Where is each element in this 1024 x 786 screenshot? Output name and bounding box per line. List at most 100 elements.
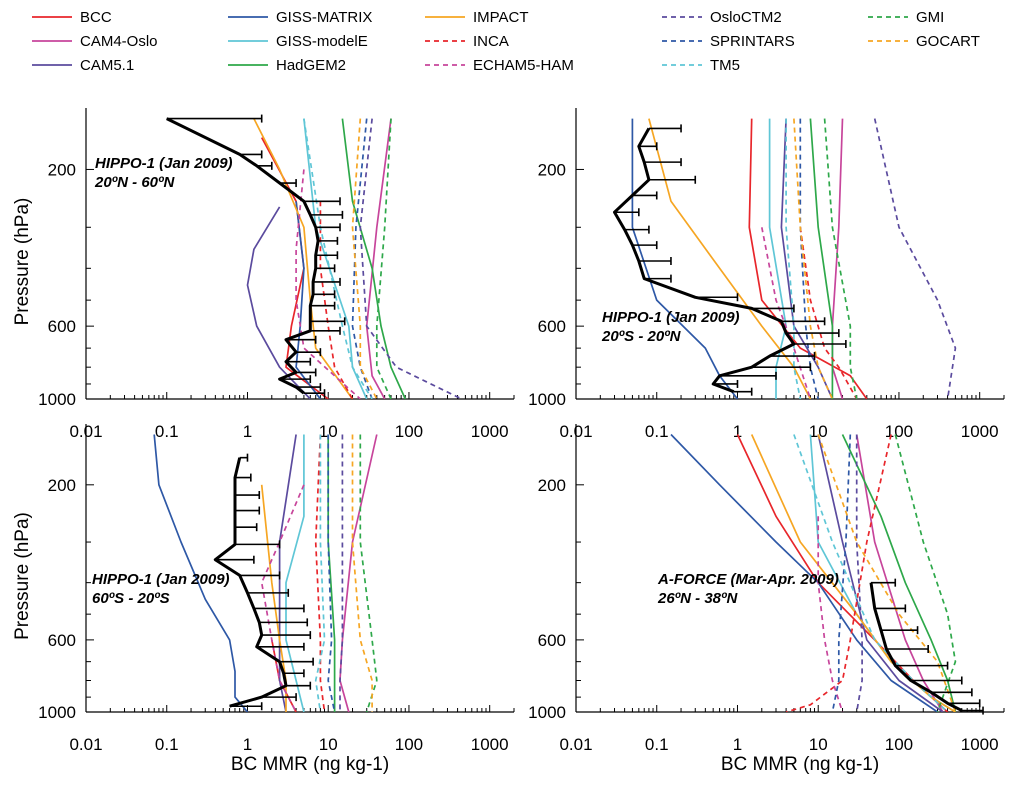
y-tick-label: 200 — [538, 160, 566, 179]
series-line-sprintars — [351, 118, 373, 399]
x-tick-label: 1 — [243, 422, 252, 441]
x-tick-label: 0.1 — [645, 422, 669, 441]
legend-label-inca: INCA — [473, 33, 509, 50]
y-tick-label: 600 — [538, 317, 566, 336]
x-tick-label: 0.01 — [69, 735, 102, 754]
legend-label-gocart: GOCART — [916, 33, 980, 50]
panel-label-campaign: A-FORCE (Mar-Apr. 2009) — [657, 571, 839, 588]
series-line-tm5 — [303, 118, 373, 399]
series-line-sprintars — [327, 434, 336, 712]
x-tick-label: 100 — [395, 735, 423, 754]
legend-label-giss-matrix: GISS-MATRIX — [276, 9, 372, 26]
series-line-gocart — [351, 118, 378, 399]
y-tick-label: 200 — [538, 476, 566, 495]
y-axis-title: Pressure (hPa) — [12, 198, 33, 326]
obs-profile-line — [213, 457, 288, 708]
y-axis-title: Pressure (hPa) — [12, 512, 33, 640]
x-tick-label: 1000 — [961, 422, 999, 441]
panel-label-campaign: HIPPO-1 (Jan 2009) — [602, 309, 740, 326]
observation-series — [166, 114, 346, 398]
x-tick-label: 10 — [809, 422, 828, 441]
series-line-inca — [785, 434, 892, 712]
obs-profile-line — [869, 582, 963, 712]
y-tick-label: 1000 — [528, 703, 566, 722]
y-tick-label: 600 — [48, 631, 76, 650]
x-tick-label: 100 — [885, 735, 913, 754]
series-line-gmi — [894, 434, 957, 712]
series-line-cam4-oslo — [339, 434, 378, 712]
series-line-osloctm2 — [359, 118, 463, 399]
y-tick-label: 200 — [48, 476, 76, 495]
series-line-cam4-oslo — [365, 118, 392, 399]
x-tick-label: 1 — [733, 422, 742, 441]
series-line-gocart — [351, 434, 373, 712]
legend-label-gmi: GMI — [916, 9, 944, 26]
panel-4: 0.01 0.1 1 10 100 1000 200 600 1000 BC MMR (ng kg… — [528, 424, 1005, 775]
panel-label-campaign: HIPPO-1 (Jan 2009) — [95, 155, 233, 172]
legend-label-cam4-oslo: CAM4-Oslo — [80, 33, 158, 50]
x-tick-label: 1000 — [961, 735, 999, 754]
series-line-impact — [253, 118, 354, 399]
obs-profile-line — [613, 127, 796, 394]
panel-label-region: 20ºN - 60ºN — [94, 174, 175, 191]
series-line-osloctm2 — [339, 434, 344, 712]
series-line-cam5-1 — [780, 118, 834, 399]
series-line-hadgem2 — [327, 434, 336, 712]
series-line-gmi — [375, 118, 392, 399]
x-tick-label: 1 — [733, 735, 742, 754]
panel-label-region: 20ºS - 20ºN — [601, 328, 682, 345]
x-tick-label: 10 — [319, 422, 338, 441]
model-series — [153, 434, 378, 712]
series-line-cam4-oslo — [831, 118, 844, 399]
x-tick-label: 1000 — [471, 422, 509, 441]
observation-series — [213, 453, 314, 711]
series-line-hadgem2 — [841, 434, 957, 712]
y-tick-label: 200 — [48, 160, 76, 179]
panel-label-region: 26ºN - 38ºN — [657, 590, 738, 607]
series-line-cam5-1 — [817, 434, 944, 712]
series-line-hadgem2 — [809, 118, 834, 399]
x-tick-label: 1 — [243, 735, 252, 754]
series-line-tm5 — [793, 434, 949, 712]
x-axis-title: BC MMR (ng kg-1) — [721, 754, 879, 775]
model-series — [246, 118, 463, 399]
series-line-osloctm2 — [873, 118, 957, 399]
observation-series — [869, 578, 984, 715]
y-tick-label: 1000 — [38, 703, 76, 722]
y-tick-label: 1000 — [38, 390, 76, 409]
x-tick-label: 0.01 — [559, 735, 592, 754]
series-line-inca — [314, 434, 326, 712]
x-tick-label: 0.1 — [155, 735, 179, 754]
legend-label-tm5: TM5 — [710, 57, 740, 74]
series-line-giss-matrix — [631, 118, 739, 399]
observation-series — [613, 124, 847, 396]
y-tick-label: 1000 — [528, 390, 566, 409]
series-line-impact — [648, 118, 812, 399]
x-tick-label: 10 — [319, 735, 338, 754]
legend-label-bcc: BCC — [80, 9, 112, 26]
legend: BCC CAM4-Oslo CAM5.1 GISS-MATRIX GISS-modelE… — [32, 9, 980, 74]
series-line-inca — [799, 227, 858, 399]
series-line-hadgem2 — [341, 118, 407, 399]
legend-label-echam5-ham: ECHAM5-HAM — [473, 57, 574, 74]
x-tick-label: 0.1 — [155, 422, 179, 441]
x-tick-label: 10 — [809, 735, 828, 754]
legend-label-hadgem2: HadGEM2 — [276, 57, 346, 74]
y-tick-label: 600 — [48, 317, 76, 336]
model-series — [670, 433, 957, 712]
series-line-cam5-1 — [246, 206, 311, 399]
series-line-gmi — [823, 118, 858, 399]
series-line-gocart — [817, 434, 957, 712]
panel-label-campaign: HIPPO-1 (Jan 2009) — [92, 571, 230, 588]
series-line-giss-modele — [285, 434, 305, 712]
x-tick-label: 1000 — [471, 735, 509, 754]
panel-label-region: 60ºS - 20ºS — [92, 590, 170, 607]
y-tick-label: 600 — [538, 631, 566, 650]
series-line-sprintars — [799, 118, 820, 399]
series-line-gocart — [793, 118, 834, 399]
legend-label-sprintars: SPRINTARS — [710, 33, 795, 50]
x-tick-label: 100 — [885, 422, 913, 441]
